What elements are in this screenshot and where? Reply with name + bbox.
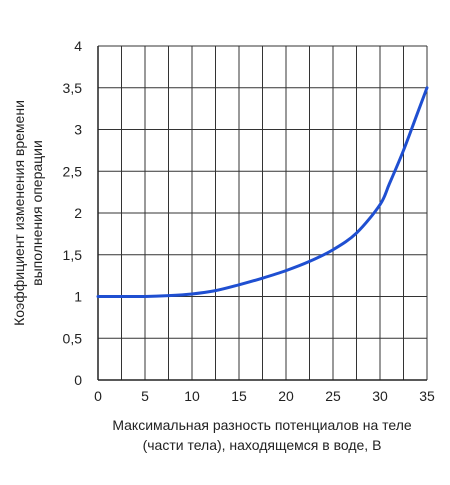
- y-tick-label: 1,5: [63, 247, 83, 263]
- x-tick-label: 0: [94, 388, 102, 404]
- y-axis-label-line-2: выполнения операции: [29, 140, 45, 286]
- y-tick-label: 3,5: [63, 80, 83, 96]
- y-tick-label: 2: [74, 205, 82, 221]
- x-tick-label: 5: [141, 388, 149, 404]
- y-tick-label: 1: [74, 289, 82, 305]
- tick-labels: 0 5 10 15 20 25 30 35 0 0,5 1 1,5 2 2,5 3 3,5 4: [63, 38, 435, 404]
- x-tick-label: 10: [184, 388, 200, 404]
- axes: [97, 46, 427, 381]
- x-tick-label: 20: [278, 388, 294, 404]
- y-tick-label: 3: [74, 122, 82, 138]
- series-line: [96, 86, 429, 299]
- x-axis-label-line-1: Максимальная разность потенциалов на тел…: [112, 417, 412, 433]
- y-tick-label: 2,5: [63, 163, 83, 179]
- grid: [97, 45, 428, 381]
- series-layer: [96, 86, 429, 299]
- y-tick-label: 4: [74, 38, 82, 54]
- y-tick-label: 0: [74, 372, 82, 388]
- x-tick-label: 30: [372, 388, 388, 404]
- y-axis-label-line-1: Коэффициент изменения времени: [11, 100, 27, 326]
- x-tick-label: 35: [419, 388, 435, 404]
- x-axis-label-line-2: (части тела), находящемся в воде, В: [143, 437, 382, 453]
- x-tick-label: 25: [325, 388, 341, 404]
- y-tick-label: 0,5: [63, 330, 83, 346]
- x-tick-label: 15: [231, 388, 247, 404]
